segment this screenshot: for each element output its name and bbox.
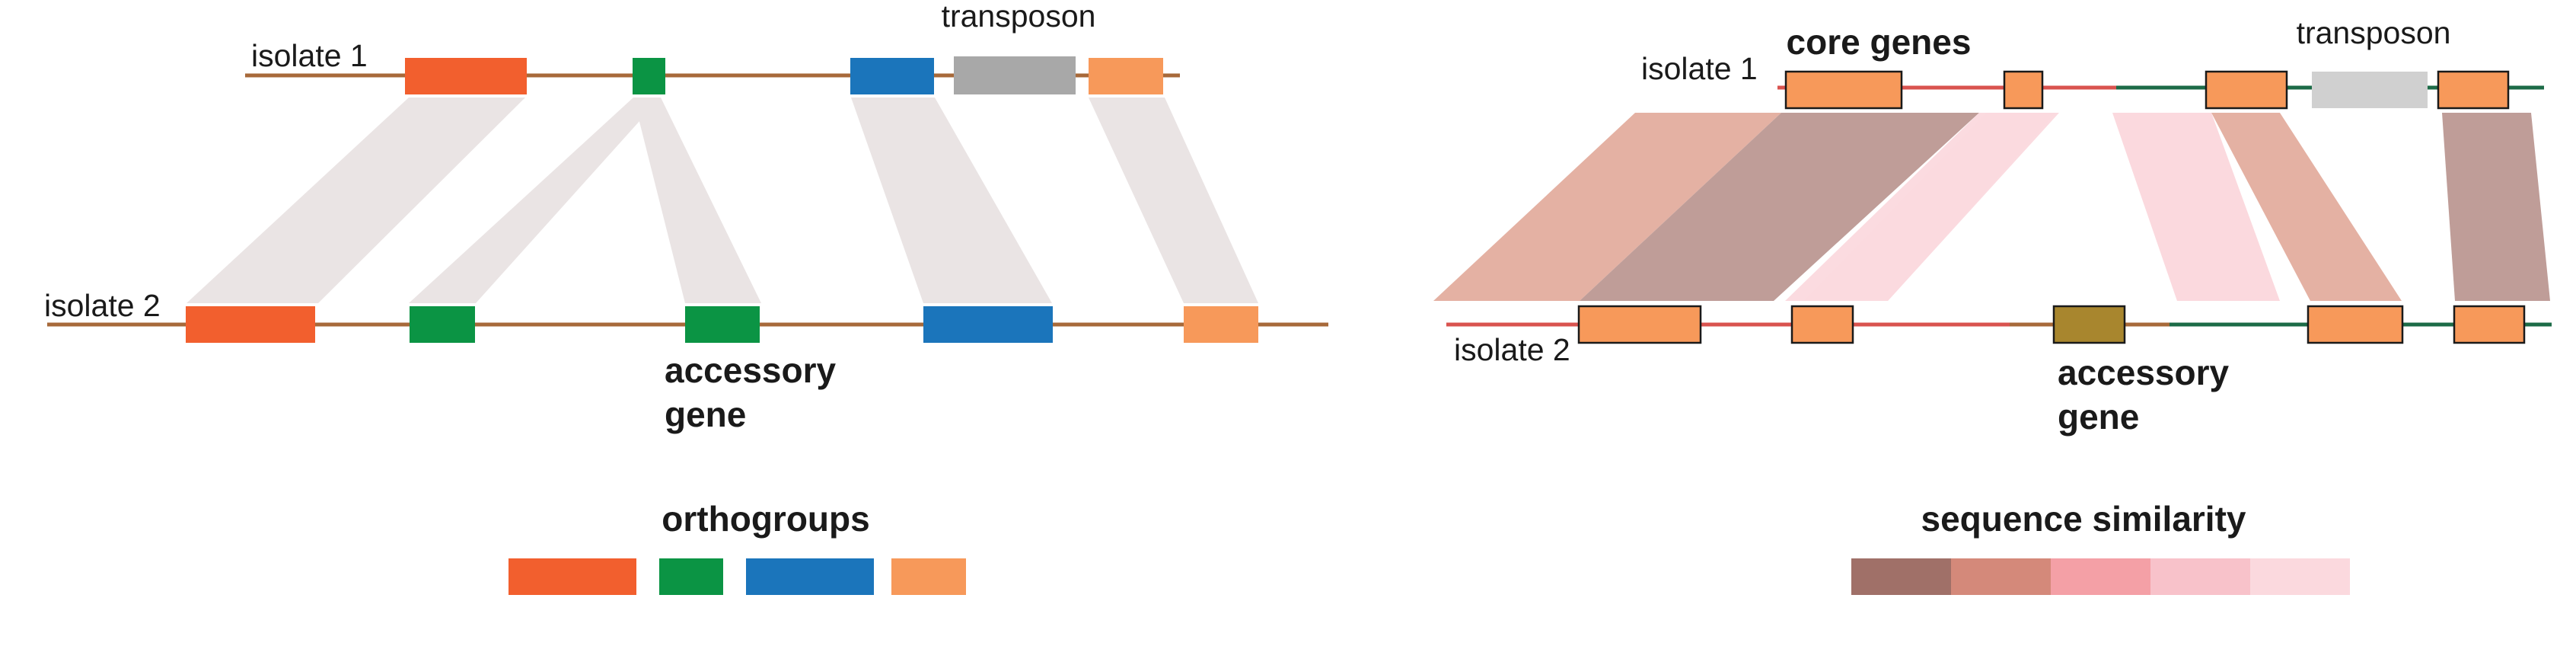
similarity-link-4 [1804, 113, 2055, 301]
similarity-legend-title: sequence similarity [1921, 499, 2246, 539]
left-synteny-links [187, 98, 1258, 303]
left-transposon-label: transposon [942, 0, 1096, 34]
gene-green-isolate1 [633, 58, 665, 94]
link-green-to-accessory [633, 98, 761, 303]
left-isolate1-label: isolate 1 [251, 38, 368, 73]
similarity-link-5 [2112, 113, 2280, 301]
left-accessory-label-line2: gene [665, 395, 746, 434]
left-panel: isolate 1 isolate 2 transposon accessory… [44, 0, 1328, 595]
right-gene-isolate2-1 [1577, 305, 1702, 344]
right-gene-isolate2-2 [1790, 305, 1854, 344]
orthogroup-swatch-orange-red [509, 558, 636, 595]
similarity-swatch-2 [1951, 558, 2051, 595]
gene-blue-isolate2 [923, 306, 1053, 343]
right-core-gene-2 [2003, 70, 2044, 110]
right-gene-isolate1-4 [2437, 70, 2510, 110]
right-gene-isolate1-3 [2205, 70, 2288, 110]
left-isolate2-label: isolate 2 [44, 288, 161, 323]
gene-orange-red-isolate1 [405, 58, 527, 94]
orthogroups-legend-title: orthogroups [662, 499, 869, 539]
orthogroup-swatch-green [659, 558, 723, 595]
left-accessory-label-line1: accessory [665, 350, 836, 390]
similarity-link-7 [2442, 113, 2550, 301]
link-blue [851, 98, 1052, 303]
right-isolate2-label: isolate 2 [1454, 332, 1570, 367]
right-isolate1-label: isolate 1 [1641, 51, 1758, 86]
gene-orange-red-isolate2 [186, 306, 315, 343]
gene-green-accessory [685, 306, 760, 343]
right-transposon [2312, 72, 2428, 108]
link-light-orange [1089, 98, 1258, 303]
right-accessory-gene [2052, 305, 2126, 344]
orthogroup-swatch-blue [746, 558, 874, 595]
right-gene-isolate2-4 [2453, 305, 2526, 344]
right-accessory-label-line2: gene [2058, 397, 2139, 437]
gene-light-orange-isolate1 [1089, 58, 1163, 94]
gene-blue-isolate1 [850, 58, 934, 94]
similarity-link-6 [2211, 113, 2402, 301]
similarity-swatch-3 [2051, 558, 2150, 595]
right-accessory-label-line1: accessory [2058, 353, 2229, 392]
similarity-swatch-5 [2250, 558, 2350, 595]
right-gene-isolate2-3 [2307, 305, 2404, 344]
orthogroups-legend [509, 558, 966, 595]
similarity-legend [1851, 558, 2350, 595]
orthogroup-swatch-light-orange [891, 558, 966, 595]
right-panel: isolate 1 isolate 2 core genes transposo… [1433, 15, 2552, 595]
right-transposon-label: transposon [2297, 15, 2451, 50]
similarity-link-2 [1580, 113, 1979, 301]
transposon-grey [954, 56, 1076, 94]
link-green-to-green1 [409, 98, 661, 303]
core-genes-label: core genes [1787, 22, 1972, 62]
link-orange-red [187, 98, 525, 303]
similarity-swatch-4 [2150, 558, 2250, 595]
similarity-swatch-1 [1851, 558, 1951, 595]
gene-green-isolate2 [410, 306, 475, 343]
similarity-link-1 [1433, 113, 1781, 301]
right-core-gene-1 [1784, 70, 1903, 110]
right-similarity-links [1433, 113, 2550, 301]
gene-light-orange-isolate2 [1184, 306, 1258, 343]
